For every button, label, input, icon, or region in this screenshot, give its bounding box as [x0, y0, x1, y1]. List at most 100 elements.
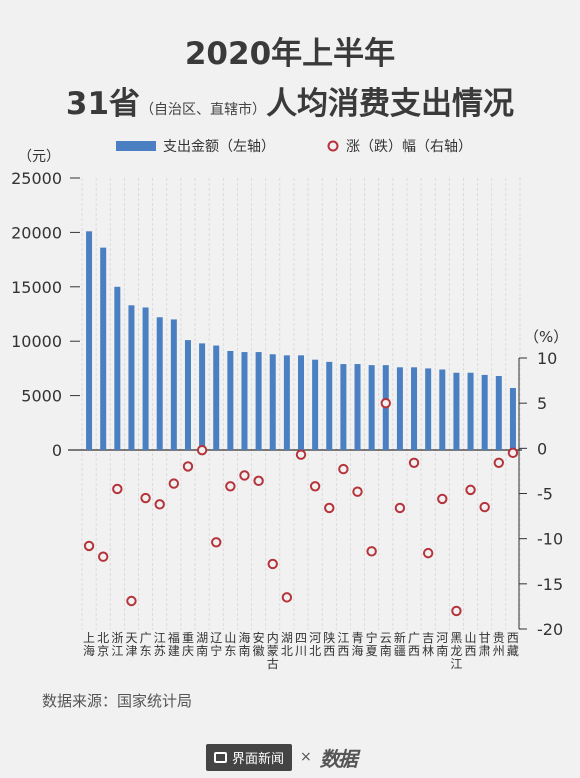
bar: [255, 352, 262, 450]
data-point: [253, 475, 264, 487]
bar: [495, 376, 502, 450]
data-point: [408, 457, 420, 468]
bar: [425, 368, 432, 450]
left-axis-unit: （元）: [18, 149, 60, 165]
bar: [128, 305, 135, 450]
legend-point-label: 涨（跌）幅（右轴）: [346, 139, 472, 155]
left-tick-label: 0: [52, 441, 62, 460]
category-label: 海南: [238, 630, 250, 658]
title-paren: （自治区、直辖市）: [140, 102, 267, 118]
category-label: 北京: [97, 631, 109, 658]
data-point: [225, 481, 236, 492]
category-label: 湖南: [196, 630, 208, 658]
title-part-a: 31省: [65, 86, 141, 122]
data-point: [394, 502, 406, 514]
category-label: 内蒙古: [267, 631, 279, 671]
source-note: 数据来源：国家统计局: [42, 692, 193, 710]
category-label: 宁夏: [366, 630, 378, 658]
category-label: 青海: [352, 631, 364, 658]
right-tick-label: 0: [537, 439, 547, 458]
left-tick-label: 25000: [11, 169, 62, 188]
bar: [298, 355, 304, 450]
data-point: [112, 483, 123, 495]
bar: [368, 365, 375, 450]
data-point: [507, 447, 519, 459]
bar: [340, 364, 347, 450]
category-label: 陕西: [323, 630, 335, 658]
news-icon: [214, 751, 227, 763]
data-point: [239, 470, 250, 481]
data-point: [140, 492, 151, 504]
bar: [354, 364, 361, 450]
data-point: [324, 502, 335, 514]
category-label: 浙江: [111, 631, 123, 658]
bar: [269, 354, 276, 450]
footer-logos: 界面新闻 × 数据: [206, 743, 358, 771]
category-label: 西藏: [507, 631, 519, 658]
category-label: 吉林: [422, 631, 434, 658]
data-point: [295, 449, 307, 460]
brand1-label: 界面新闻: [232, 751, 285, 767]
category-label: 四川: [295, 631, 307, 658]
bar: [411, 367, 418, 450]
category-label: 辽宁: [210, 631, 222, 658]
category-label: 甘肃: [479, 631, 491, 658]
left-tick-label: 10000: [11, 332, 62, 351]
legend-bar-label: 支出金额（左轴）: [163, 139, 275, 155]
left-tick-label: 5000: [21, 387, 62, 406]
left-tick-label: 15000: [11, 278, 62, 297]
legend-bar-swatch: [116, 141, 156, 151]
category-label: 广西: [408, 631, 420, 658]
bar: [509, 387, 516, 450]
data-point: [97, 551, 109, 562]
category-label: 安徽: [253, 630, 265, 658]
data-point: [196, 444, 208, 456]
data-point: [126, 595, 137, 607]
data-point: [211, 537, 222, 548]
footer: 界面新闻 × 数据: [0, 738, 580, 778]
bar: [100, 247, 107, 450]
category-label: 云南: [380, 631, 392, 658]
data-point: [338, 463, 349, 475]
footer-separator: ×: [300, 749, 312, 765]
data-point: [83, 540, 95, 552]
data-point: [182, 461, 194, 472]
chart-title-line1: 2020年上半年: [184, 36, 396, 72]
datawise-logo: 数据: [319, 746, 358, 771]
data-point: [281, 592, 293, 603]
category-label: 上海: [83, 631, 95, 658]
bar: [114, 286, 121, 450]
right-tick-label: 5: [537, 394, 547, 413]
bar: [283, 355, 290, 450]
category-label: 重庆: [182, 631, 194, 658]
data-point: [422, 547, 434, 559]
data-point: [352, 486, 363, 497]
category-label: 贵州: [493, 631, 505, 658]
category-label: 河南: [436, 631, 448, 658]
right-tick-label: 10: [537, 349, 557, 368]
right-tick-label: -20: [537, 620, 563, 639]
bar: [156, 317, 163, 450]
bar: [184, 340, 191, 450]
data-point: [366, 546, 377, 557]
category-label: 河北: [309, 631, 321, 658]
jiemian-logo: 界面新闻: [206, 743, 293, 771]
bar: [326, 361, 333, 450]
left-tick-label: 20000: [11, 223, 62, 242]
data-point: [479, 501, 490, 513]
bar: [241, 352, 248, 450]
bar: [481, 374, 488, 450]
bar: [86, 231, 93, 450]
chart-svg: 0 5000 10000 15000 20000 25000 （元） 10 5 0 -5 -10 -15…: [11, 139, 568, 671]
category-label: 江西: [337, 631, 349, 658]
bar: [170, 319, 177, 450]
data-point: [465, 484, 476, 496]
bar: [199, 343, 206, 450]
category-label: 福建: [168, 630, 180, 658]
bar: [213, 345, 220, 450]
right-axis-unit: （%）: [524, 328, 568, 346]
chart-title-line2: 31省（自治区、直辖市）人均消费支出情况: [0, 78, 580, 123]
data-point: [309, 481, 321, 492]
category-label: 山东: [224, 631, 236, 658]
category-label: 湖北: [281, 630, 293, 658]
